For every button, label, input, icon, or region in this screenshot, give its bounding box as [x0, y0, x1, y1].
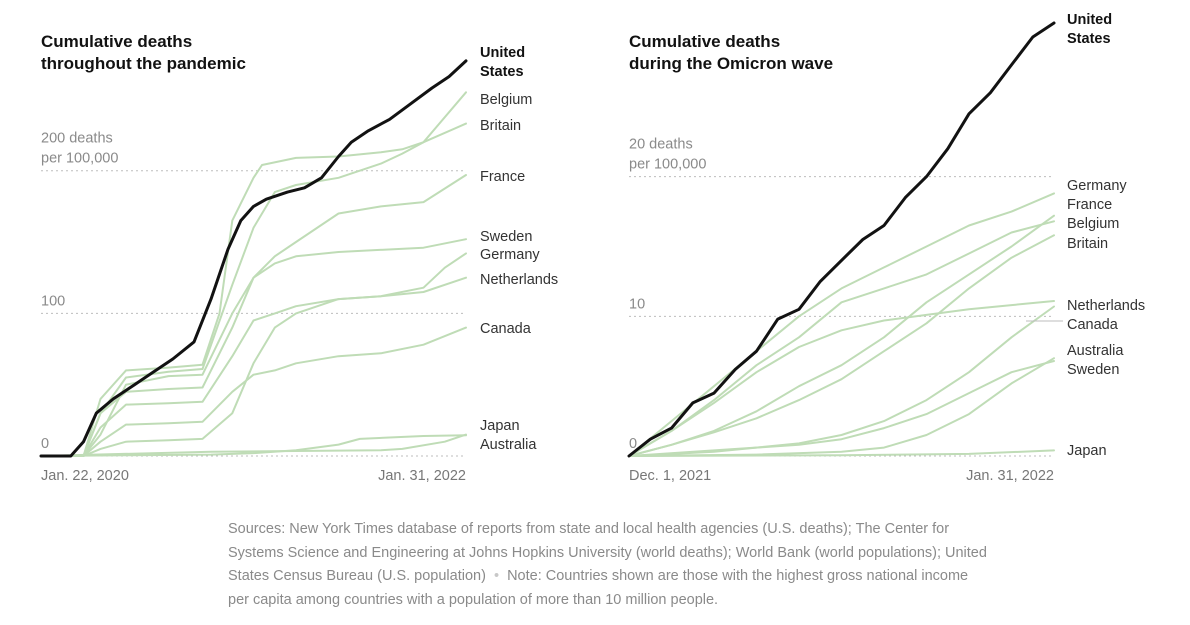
- series-line-netherlands: [628, 300, 1055, 457]
- series-line-belgium: [628, 220, 1055, 457]
- series-label-line: United: [1067, 12, 1112, 28]
- series-label-britain: Britain: [1067, 236, 1108, 252]
- series-label-france: France: [480, 169, 525, 185]
- series-label-line: Belgium: [1067, 216, 1119, 232]
- series-line-australia: [40, 433, 467, 457]
- series-label-japan: Japan: [480, 418, 520, 434]
- series-line-france: [628, 214, 1055, 457]
- series-label-canada: Canada: [480, 321, 532, 337]
- series-label-germany: Germany: [1067, 178, 1127, 194]
- series-label-line: Canada: [1067, 317, 1119, 333]
- series-label-line: Germany: [480, 247, 540, 263]
- series-line-germany: [628, 192, 1055, 457]
- y-tick-label: 10: [629, 296, 645, 312]
- series-label-sweden: Sweden: [1067, 362, 1119, 378]
- series-label-line: Sweden: [480, 229, 532, 245]
- series-line-canada: [628, 305, 1055, 457]
- series-label-united-states: United States: [1067, 12, 1112, 47]
- series-label-line: Netherlands: [1067, 298, 1145, 314]
- y-tick-label: 20 deaths per 100,000: [629, 137, 706, 173]
- y-tick-line: 0: [629, 436, 637, 452]
- series-label-germany: Germany: [480, 247, 540, 263]
- series-label-france: France: [1067, 197, 1112, 213]
- x-tick-label: Dec. 1, 2021: [629, 468, 711, 484]
- series-label-line: Canada: [480, 321, 532, 337]
- series-line-belgium: [40, 91, 467, 457]
- series-label-line: France: [1067, 197, 1112, 213]
- series-label-line: Belgium: [480, 92, 532, 108]
- chart-title-line: throughout the pandemic: [41, 54, 246, 73]
- series-label-line: United: [480, 45, 525, 61]
- series-label-britain: Britain: [480, 118, 521, 134]
- y-tick-line: per 100,000: [629, 157, 706, 173]
- series-label-belgium: Belgium: [480, 92, 532, 108]
- x-tick-label: Jan. 22, 2020: [41, 468, 129, 484]
- series-line-netherlands: [40, 276, 467, 457]
- series-label-sweden: Sweden: [480, 229, 532, 245]
- x-tick-label: Jan. 31, 2022: [378, 468, 466, 484]
- y-tick-label: 100: [41, 293, 65, 309]
- series-label-line: States: [1067, 31, 1111, 47]
- series-label-canada: Canada: [1067, 317, 1119, 333]
- y-tick-line: per 100,000: [41, 151, 118, 167]
- series-label-australia: Australia: [1067, 343, 1124, 359]
- series-label-line: Sweden: [1067, 362, 1119, 378]
- sources-text: Sources: New York Times database of repo…: [228, 521, 987, 584]
- series-line-sweden: [628, 360, 1055, 457]
- chart-panel-2: Cumulative deaths during the Omicron wave…: [627, 12, 1145, 484]
- series-line-united-states: [39, 59, 468, 458]
- series-line-germany: [40, 252, 467, 457]
- series-label-line: Japan: [1067, 443, 1107, 459]
- series-label-line: Britain: [1067, 236, 1108, 252]
- y-tick-line: 0: [41, 436, 49, 452]
- y-tick-label: 0: [629, 436, 637, 452]
- y-tick-line: 100: [41, 293, 65, 309]
- chart-title: Cumulative deaths during the Omicron wave: [629, 32, 833, 73]
- series-label-netherlands: Netherlands: [1067, 298, 1145, 314]
- series-label-line: France: [480, 169, 525, 185]
- chart-title: Cumulative deaths throughout the pandemic: [41, 32, 246, 73]
- series-label-united-states: United States: [480, 45, 525, 80]
- chart-title-line: Cumulative deaths: [629, 32, 780, 51]
- separator-dot: •: [493, 568, 500, 584]
- series-label-line: Netherlands: [480, 272, 558, 288]
- chart-panel-1: Cumulative deaths throughout the pandemic…: [39, 32, 558, 484]
- y-tick-label: 0: [41, 436, 49, 452]
- series-label-line: Germany: [1067, 178, 1127, 194]
- series-label-line: Britain: [480, 118, 521, 134]
- series-label-netherlands: Netherlands: [480, 272, 558, 288]
- series-label-line: Australia: [480, 437, 537, 453]
- series-line-france: [40, 174, 467, 457]
- series-label-line: Australia: [1067, 343, 1124, 359]
- series-label-line: Japan: [480, 418, 520, 434]
- series-line-japan: [628, 449, 1055, 457]
- chart-title-line: during the Omicron wave: [629, 54, 833, 73]
- y-tick-line: 200 deaths: [41, 131, 113, 147]
- y-tick-line: 10: [629, 296, 645, 312]
- series-label-japan: Japan: [1067, 443, 1107, 459]
- note-text: Note: Countries shown are those with the…: [228, 568, 969, 608]
- series-line-canada: [40, 326, 467, 457]
- series-label-line: States: [480, 64, 524, 80]
- x-tick-label: Jan. 31, 2022: [966, 468, 1054, 484]
- series-label-belgium: Belgium: [1067, 216, 1119, 232]
- y-tick-label: 200 deaths per 100,000: [41, 131, 118, 167]
- series-line-united-states: [627, 21, 1056, 458]
- y-tick-line: 20 deaths: [629, 137, 693, 153]
- series-line-australia: [628, 357, 1055, 457]
- source-note: Sources: New York Times database of repo…: [228, 518, 988, 612]
- series-label-australia: Australia: [480, 437, 537, 453]
- series-line-britain: [628, 234, 1055, 457]
- chart-title-line: Cumulative deaths: [41, 32, 192, 51]
